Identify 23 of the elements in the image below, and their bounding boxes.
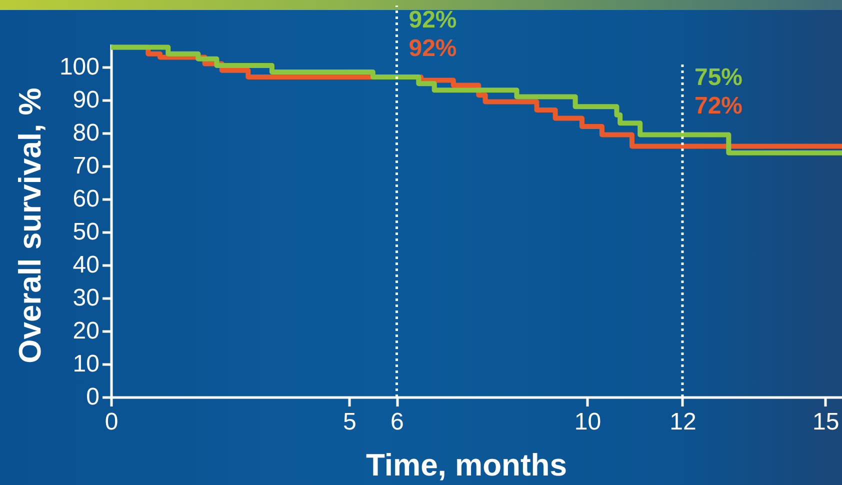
y-tick-label: 100 xyxy=(59,54,100,81)
y-tick-label: 80 xyxy=(72,120,100,147)
x-tick-label: 5 xyxy=(342,408,356,436)
annotation: 75% xyxy=(694,64,743,92)
annotation: 72% xyxy=(694,92,743,120)
annotation: 92% xyxy=(408,34,457,62)
y-tick-label: 70 xyxy=(72,152,100,180)
x-tick-label: 15 xyxy=(812,408,840,436)
y-tick-label: 50 xyxy=(72,218,100,246)
y-tick-label: 20 xyxy=(72,318,100,345)
x-tick-label: 10 xyxy=(574,408,602,436)
y-tick-label: 90 xyxy=(72,86,100,114)
y-tick-label: 30 xyxy=(72,284,100,312)
x-tick-label: 0 xyxy=(104,408,118,436)
y-tick-label: 10 xyxy=(72,350,100,378)
y-tick-label: 60 xyxy=(72,186,100,213)
y-tick-label: 0 xyxy=(86,384,100,410)
y-axis-title: Overall survival, % xyxy=(12,88,48,364)
text: 92% xyxy=(408,6,457,34)
x-tick-label: 12 xyxy=(670,408,696,436)
x-tick-label: 6 xyxy=(390,408,404,436)
y-tick-label: 40 xyxy=(72,252,100,279)
x-axis-title: Time, months xyxy=(366,448,567,482)
